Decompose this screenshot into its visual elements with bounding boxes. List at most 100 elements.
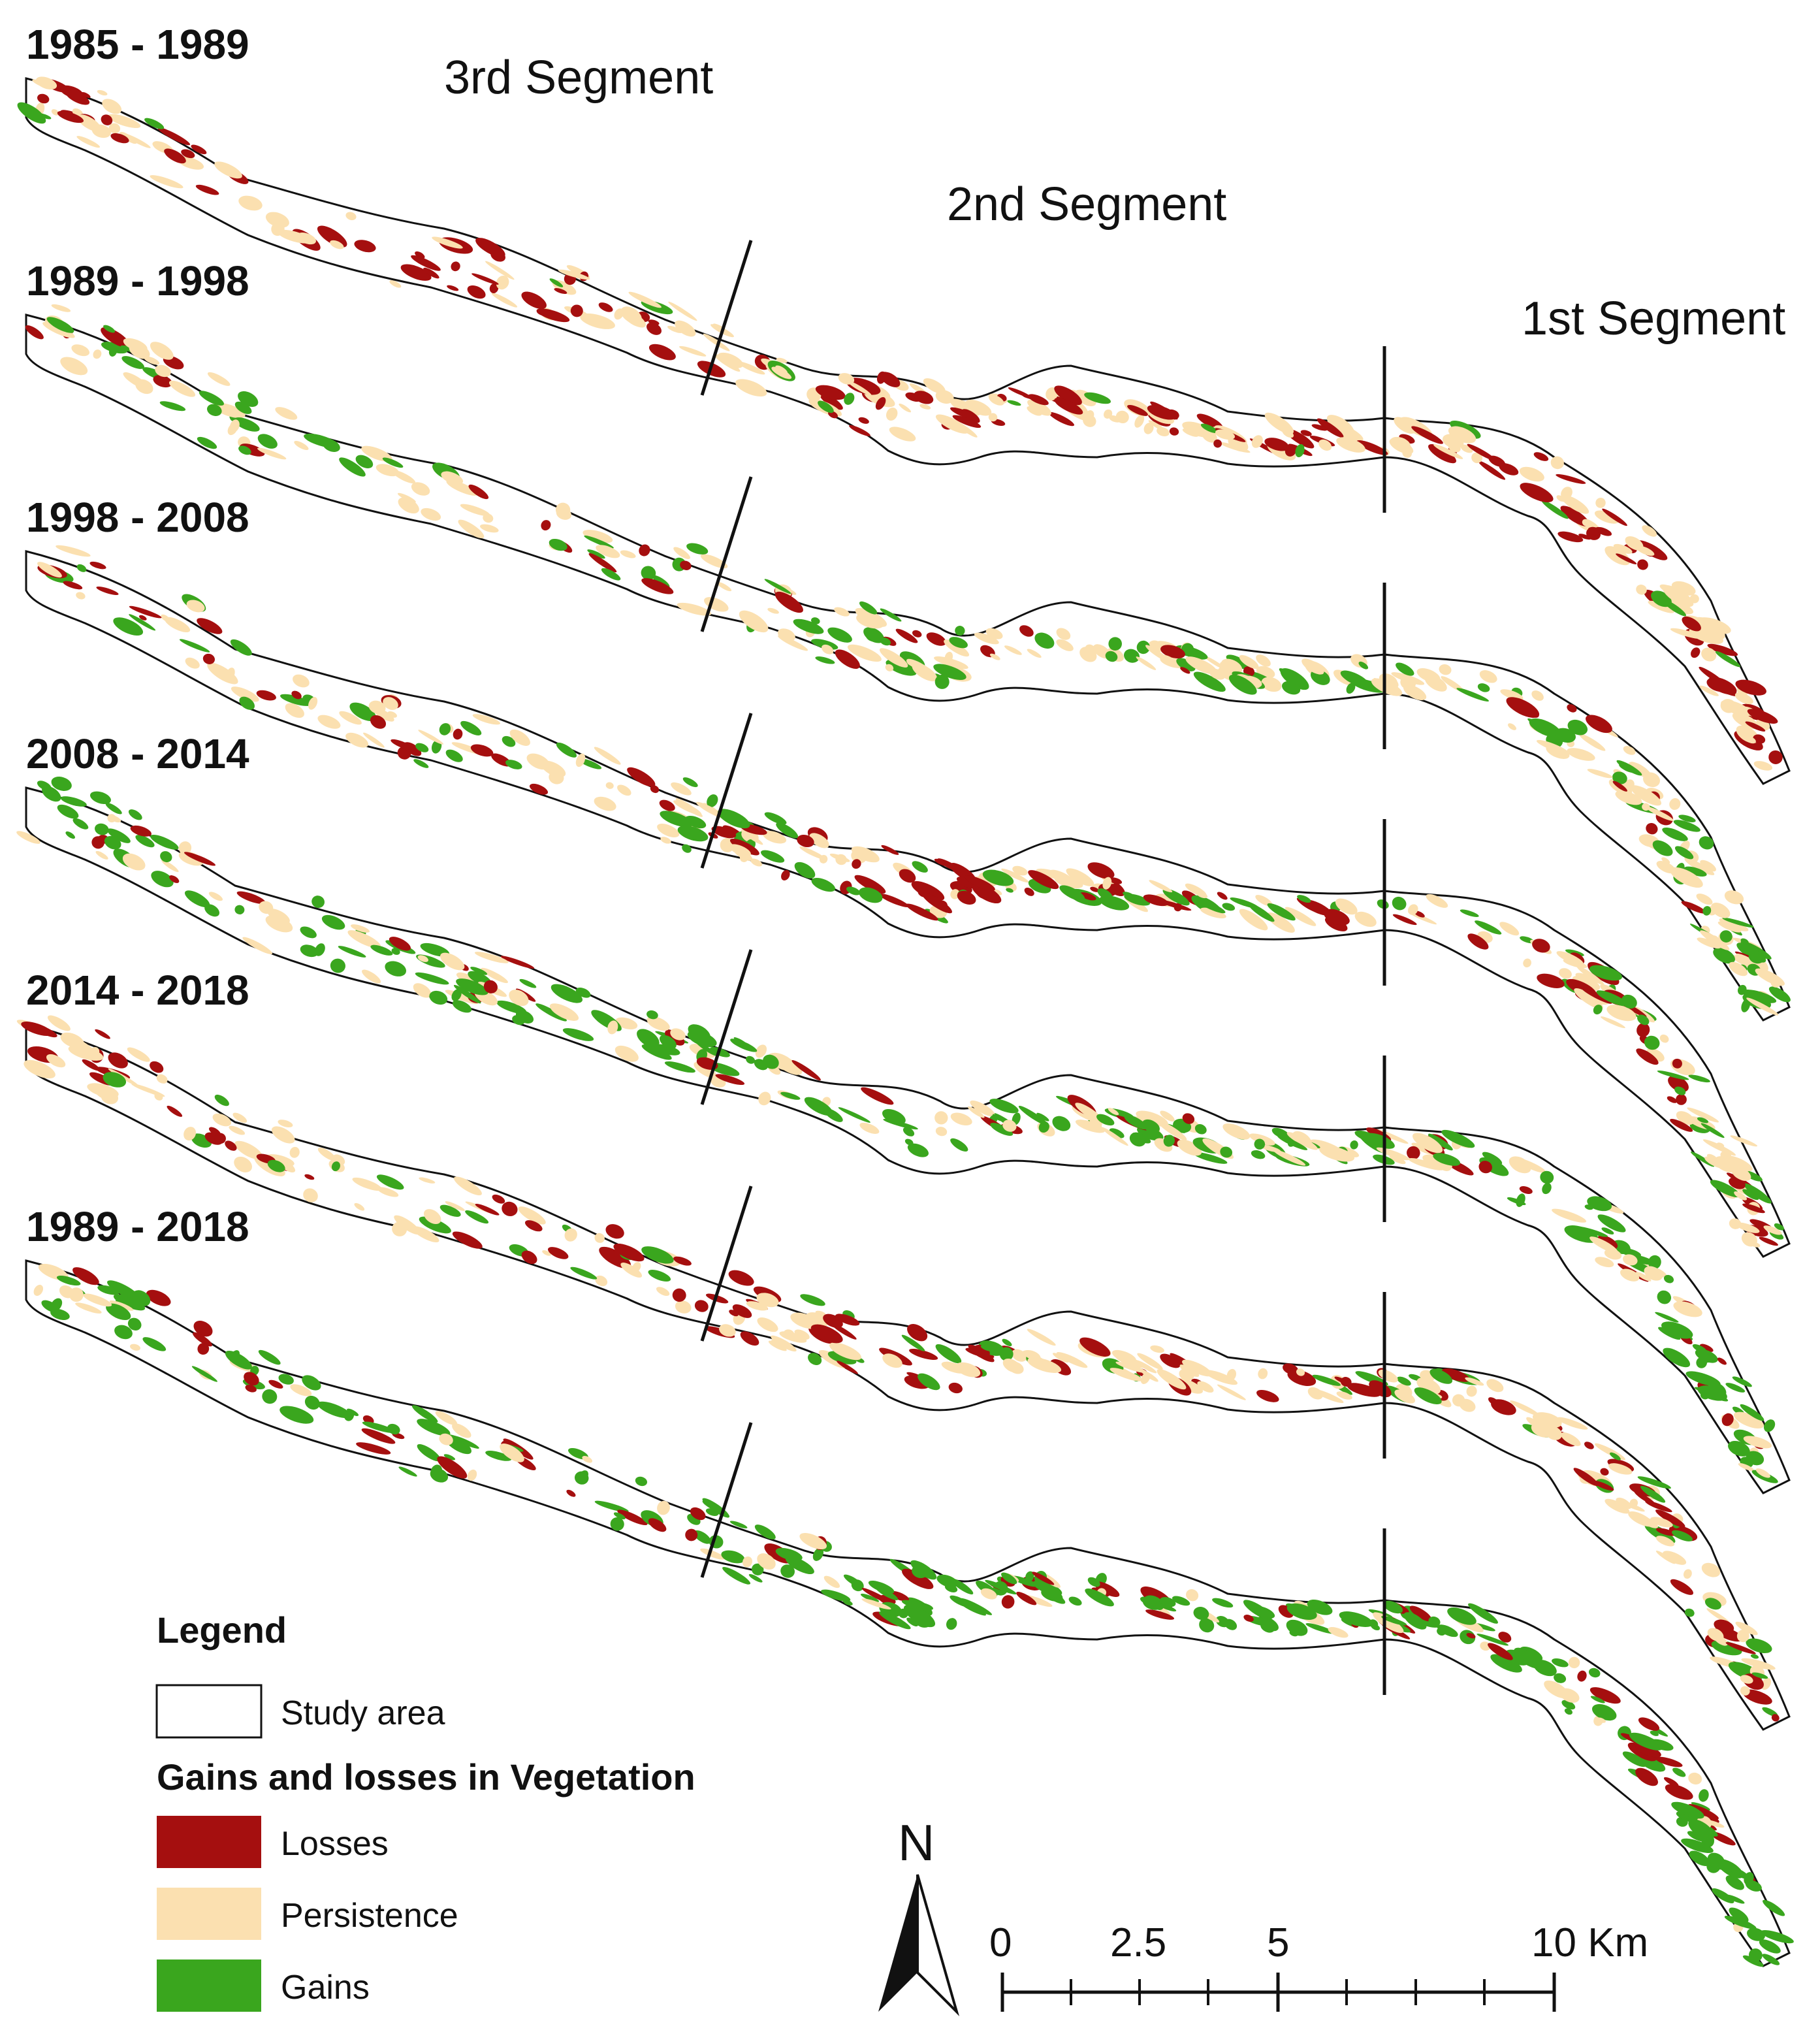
- vegetation-patch: [1579, 734, 1606, 751]
- vegetation-patch: [356, 1442, 391, 1455]
- vegetation-patch: [362, 969, 381, 984]
- vegetation-patch: [575, 753, 586, 767]
- vegetation-patch: [811, 617, 820, 624]
- vegetation-patch: [1437, 1624, 1458, 1637]
- vegetation-patch: [907, 1324, 928, 1342]
- vegetation-patch: [411, 482, 430, 496]
- vegetation-patch: [1740, 1404, 1764, 1421]
- vegetation-patch: [480, 524, 499, 533]
- vegetation-patch: [439, 723, 451, 735]
- vegetation-patch: [1657, 1070, 1689, 1080]
- vegetation-patch: [317, 1401, 352, 1419]
- vegetation-patch: [259, 901, 274, 914]
- vegetation-patch: [1251, 1150, 1266, 1159]
- vegetation-patch: [60, 1032, 84, 1048]
- vegetation-patch: [1670, 1118, 1693, 1132]
- vegetation-patch: [1403, 1612, 1427, 1630]
- vegetation-patch: [521, 291, 547, 309]
- vegetation-patch: [207, 404, 222, 416]
- vegetation-patch: [1729, 1177, 1746, 1189]
- period-label-3: 2008 - 2014: [26, 730, 249, 777]
- vegetation-patch: [1285, 907, 1317, 926]
- vegetation-patch: [1318, 439, 1332, 451]
- vegetation-patch: [1350, 1140, 1358, 1150]
- vegetation-patch: [1287, 1370, 1317, 1386]
- vegetation-patch: [716, 581, 732, 592]
- vegetation-patch: [1681, 901, 1706, 914]
- vegetation-patch: [1564, 1708, 1573, 1715]
- vegetation-patch: [268, 1379, 283, 1389]
- vegetation-patch: [914, 391, 934, 404]
- vegetation-patch: [1601, 1227, 1614, 1234]
- vegetation-patch: [1143, 894, 1169, 907]
- vegetation-patch: [63, 581, 83, 590]
- vegetation-patch: [1414, 911, 1425, 918]
- vegetation-patch: [1414, 1387, 1442, 1405]
- vegetation-patch: [38, 113, 52, 120]
- vegetation-patch: [186, 600, 205, 613]
- vegetation-patch: [1516, 1193, 1525, 1207]
- vegetation-patch: [1673, 820, 1700, 832]
- vegetation-patch: [1561, 1700, 1576, 1710]
- vegetation-patch: [768, 1340, 787, 1351]
- vegetation-patch: [1408, 1157, 1444, 1170]
- vegetation-patch: [1160, 1110, 1175, 1121]
- vegetation-patch: [1696, 894, 1713, 905]
- vegetation-patch: [303, 1188, 318, 1202]
- vegetation-patch: [1531, 1422, 1553, 1438]
- vegetation-patch: [1688, 1074, 1710, 1083]
- vegetation-patch: [1546, 745, 1570, 759]
- vegetation-patch: [617, 784, 631, 796]
- vegetation-patch: [443, 1454, 456, 1460]
- vegetation-patch: [107, 828, 131, 843]
- vegetation-patch: [1574, 988, 1603, 1010]
- vegetation-patch: [71, 344, 89, 357]
- vegetation-patch: [415, 743, 429, 752]
- vegetation-patch: [695, 1040, 717, 1056]
- vegetation-patch: [1592, 1480, 1614, 1491]
- vegetation-patch: [429, 990, 448, 1005]
- vegetation-patch: [1640, 1485, 1666, 1503]
- vegetation-patch: [542, 1250, 551, 1256]
- vegetation-patch: [722, 1567, 751, 1585]
- vegetation-patch: [437, 1456, 468, 1479]
- vegetation-patch: [791, 1060, 821, 1081]
- vegetation-patch: [1220, 661, 1236, 672]
- vegetation-patch: [192, 1332, 213, 1347]
- vegetation-patch: [1636, 1023, 1650, 1037]
- vegetation-patch: [659, 799, 675, 811]
- vegetation-patch: [1604, 1498, 1630, 1514]
- vegetation-patch: [1556, 474, 1586, 484]
- vegetation-patch: [37, 562, 62, 578]
- vegetation-patch: [856, 613, 884, 629]
- vegetation-patch: [1646, 822, 1658, 835]
- vegetation-patch: [51, 777, 72, 791]
- vegetation-patch: [1667, 1096, 1678, 1103]
- period-labels: 1985 - 1989 1989 - 1998 1998 - 2008 2008 - …: [26, 21, 249, 1250]
- vegetation-patch: [419, 1216, 451, 1234]
- vegetation-patch: [1702, 906, 1712, 916]
- vegetation-patch: [1243, 1615, 1254, 1622]
- vegetation-patch: [1744, 1183, 1772, 1204]
- vegetation-patch: [1305, 1623, 1335, 1634]
- vegetation-patch: [1736, 1629, 1749, 1643]
- vegetation-patch: [1193, 1152, 1228, 1164]
- vegetation-patch: [304, 1174, 315, 1180]
- vegetation-patch: [1708, 1382, 1727, 1398]
- vegetation-patch: [1738, 984, 1747, 995]
- vegetation-patch: [257, 447, 287, 460]
- vegetation-patch: [389, 937, 411, 951]
- vegetation-patch: [492, 1194, 505, 1204]
- vegetation-patch: [413, 759, 429, 768]
- vegetation-patch: [1584, 1442, 1594, 1449]
- vegetation-patch: [1618, 1248, 1642, 1257]
- segment-divider-3-2: [700, 1422, 753, 1578]
- vegetation-patch: [1389, 1155, 1406, 1165]
- vegetation-patch: [906, 903, 938, 921]
- vegetation-patch: [1554, 728, 1576, 743]
- vegetation-patch: [948, 1382, 963, 1394]
- vegetation-patch: [554, 287, 567, 295]
- vegetation-patch: [1697, 1117, 1709, 1123]
- vegetation-patch: [935, 1344, 962, 1364]
- vegetation-patch: [1286, 1132, 1318, 1150]
